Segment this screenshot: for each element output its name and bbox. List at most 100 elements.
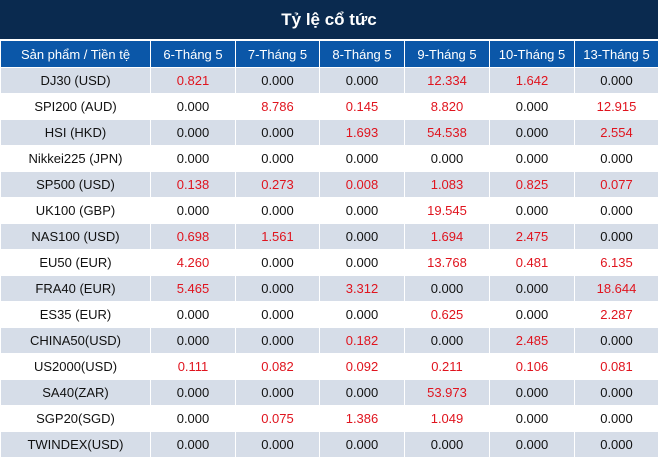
dividend-value-cell: 8.820: [405, 94, 490, 120]
dividend-value-cell: 0.000: [320, 146, 405, 172]
dividend-value-cell: 0.000: [236, 328, 320, 354]
dividend-value-cell: 1.561: [236, 224, 320, 250]
product-cell: NAS100 (USD): [1, 224, 151, 250]
dividend-value-cell: 0.106: [490, 354, 575, 380]
dividend-value-cell: 0.000: [236, 68, 320, 94]
dividend-value-cell: 0.077: [575, 172, 658, 198]
product-cell: DJ30 (USD): [1, 68, 151, 94]
dividend-value-cell: 6.135: [575, 250, 658, 276]
dividend-value-cell: 1.049: [405, 406, 490, 432]
dividend-value-cell: 0.092: [320, 354, 405, 380]
dividend-value-cell: 0.000: [320, 198, 405, 224]
dividend-value-cell: 0.000: [405, 432, 490, 458]
dividend-value-cell: 19.545: [405, 198, 490, 224]
dividend-value-cell: 8.786: [236, 94, 320, 120]
dividend-value-cell: 0.145: [320, 94, 405, 120]
dividend-value-cell: 0.082: [236, 354, 320, 380]
product-cell: SP500 (USD): [1, 172, 151, 198]
dividend-value-cell: 0.000: [151, 406, 236, 432]
dividend-value-cell: 0.075: [236, 406, 320, 432]
dividend-value-cell: 1.642: [490, 68, 575, 94]
header-date: 13-Tháng 5: [575, 41, 658, 68]
dividend-value-cell: 18.644: [575, 276, 658, 302]
header-row: Sản phẩm / Tiền tệ 6-Tháng 5 7-Tháng 5 8…: [1, 41, 658, 68]
product-cell: SPI200 (AUD): [1, 94, 151, 120]
product-cell: US2000(USD): [1, 354, 151, 380]
dividend-value-cell: 0.000: [151, 302, 236, 328]
dividend-value-cell: 0.182: [320, 328, 405, 354]
dividend-value-cell: 0.000: [490, 120, 575, 146]
dividend-value-cell: 0.000: [405, 276, 490, 302]
header-product: Sản phẩm / Tiền tệ: [1, 41, 151, 68]
dividend-value-cell: 0.000: [490, 432, 575, 458]
product-cell: CHINA50(USD): [1, 328, 151, 354]
dividend-value-cell: 0.000: [575, 380, 658, 406]
dividend-value-cell: 0.000: [490, 94, 575, 120]
dividend-value-cell: 0.000: [490, 198, 575, 224]
dividend-value-cell: 0.000: [575, 68, 658, 94]
dividend-value-cell: 0.000: [575, 198, 658, 224]
dividend-value-cell: 0.008: [320, 172, 405, 198]
dividend-value-cell: 0.000: [490, 146, 575, 172]
dividend-value-cell: 0.000: [236, 276, 320, 302]
dividend-value-cell: 0.000: [236, 198, 320, 224]
dividend-value-cell: 0.138: [151, 172, 236, 198]
dividend-value-cell: 1.693: [320, 120, 405, 146]
dividend-value-cell: 0.000: [151, 146, 236, 172]
dividend-value-cell: 0.000: [490, 302, 575, 328]
dividend-value-cell: 2.485: [490, 328, 575, 354]
dividend-value-cell: 1.386: [320, 406, 405, 432]
page-title: Tỷ lệ cổ tức: [0, 0, 658, 40]
dividend-value-cell: 0.000: [151, 380, 236, 406]
dividend-value-cell: 0.000: [490, 380, 575, 406]
dividend-value-cell: 0.000: [575, 146, 658, 172]
dividend-value-cell: 3.312: [320, 276, 405, 302]
dividend-value-cell: 4.260: [151, 250, 236, 276]
dividend-value-cell: 0.000: [575, 432, 658, 458]
header-date: 6-Tháng 5: [151, 41, 236, 68]
dividend-value-cell: 0.000: [236, 146, 320, 172]
dividend-value-cell: 0.000: [320, 68, 405, 94]
header-date: 7-Tháng 5: [236, 41, 320, 68]
dividend-value-cell: 53.973: [405, 380, 490, 406]
dividend-value-cell: 0.000: [405, 328, 490, 354]
dividend-value-cell: 1.083: [405, 172, 490, 198]
dividend-value-cell: 0.211: [405, 354, 490, 380]
dividend-value-cell: 5.465: [151, 276, 236, 302]
dividend-value-cell: 0.821: [151, 68, 236, 94]
header-date: 9-Tháng 5: [405, 41, 490, 68]
product-cell: FRA40 (EUR): [1, 276, 151, 302]
dividend-value-cell: 0.000: [151, 120, 236, 146]
dividend-value-cell: 0.000: [151, 198, 236, 224]
dividend-value-cell: 0.825: [490, 172, 575, 198]
dividend-value-cell: 0.000: [320, 302, 405, 328]
dividend-value-cell: 12.334: [405, 68, 490, 94]
dividend-value-cell: 0.481: [490, 250, 575, 276]
dividend-value-cell: 0.000: [236, 302, 320, 328]
dividend-value-cell: 13.768: [405, 250, 490, 276]
dividend-value-cell: 0.000: [490, 276, 575, 302]
dividend-value-cell: 0.698: [151, 224, 236, 250]
dividend-value-cell: 2.475: [490, 224, 575, 250]
product-cell: Nikkei225 (JPN): [1, 146, 151, 172]
product-cell: EU50 (EUR): [1, 250, 151, 276]
dividend-value-cell: 12.915: [575, 94, 658, 120]
dividend-value-cell: 0.111: [151, 354, 236, 380]
dividend-value-cell: 0.000: [236, 432, 320, 458]
dividend-table: Sản phẩm / Tiền tệ 6-Tháng 5 7-Tháng 5 8…: [0, 40, 658, 458]
dividend-value-cell: 0.000: [236, 120, 320, 146]
header-date: 8-Tháng 5: [320, 41, 405, 68]
